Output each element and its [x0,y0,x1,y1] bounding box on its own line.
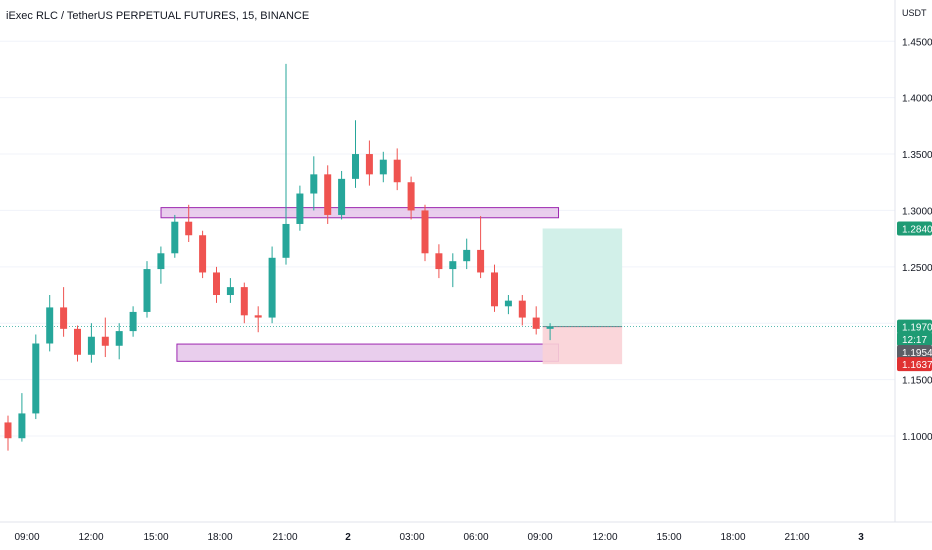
candle-body [18,413,26,439]
price-label: 1.1954 [902,348,932,359]
price-label-badge [897,344,932,359]
candle-body [407,182,415,211]
candle-body [477,249,485,273]
price-label-badge [897,221,932,236]
candle-body [87,336,95,355]
support-zone[interactable] [176,343,560,362]
candle-body [282,223,290,258]
candle-body [296,193,304,224]
x-tick-label: 09:00 [14,532,39,543]
candle-body [157,253,165,270]
y-tick-label: 1.2500 [902,263,932,274]
candle-body [199,235,207,273]
x-tick-label: 18:00 [207,532,232,543]
x-tick-label: 03:00 [399,532,424,543]
candle-body [518,300,526,318]
x-tick-label: 06:00 [463,532,488,543]
candle-body [143,269,151,312]
candle-body [46,307,54,344]
y-tick-label: 1.3000 [902,206,932,217]
price-label-badge [897,319,932,334]
candle-body [504,300,512,307]
price-label-badge [897,331,932,346]
x-tick-label: 3 [858,532,864,543]
resistance-zone[interactable] [160,207,560,219]
candle-body [240,287,248,316]
x-tick-label: 18:00 [720,532,745,543]
candle-body [324,174,332,215]
candle-body [185,221,193,236]
candle-body [60,307,68,329]
candle-body [171,221,179,254]
candle-body [129,311,137,332]
candle-body [213,272,220,296]
y-tick-label: 1.1500 [902,376,932,387]
y-tick-label: 1.3500 [902,150,932,161]
y-tick-label: 1.4500 [902,37,932,48]
candle-body [491,272,498,307]
x-tick-label: 2 [345,532,351,543]
price-label: 1.2840 [902,224,932,235]
candle-body [546,326,554,329]
x-tick-label: 15:00 [143,532,168,543]
y-tick-label: 1.4000 [902,94,932,105]
candle-body [435,253,443,270]
price-axis-unit: USDT [902,8,927,18]
candle-body [463,249,471,262]
candle-body [449,261,457,270]
candle-body [379,159,387,175]
candle-body [32,343,40,414]
candle-body [74,328,81,355]
x-tick-label: 15:00 [656,532,681,543]
x-tick-label: 12:00 [78,532,103,543]
chart-title: iExec RLC / TetherUS PERPETUAL FUTURES, … [6,10,310,22]
price-label: 12:17 [902,335,927,346]
candle-body [4,422,12,439]
price-label: 1.1970 [902,323,932,334]
price-label: 1.1637 [902,360,932,371]
candle-body [101,336,109,346]
x-tick-label: 12:00 [592,532,617,543]
candle-body [421,210,429,254]
y-tick-label: 1.1000 [902,432,932,443]
candle-body [338,178,346,215]
candle-body [352,154,359,179]
x-tick-label: 09:00 [527,532,552,543]
price-label-badge [897,357,932,372]
x-tick-label: 21:00 [272,532,297,543]
candle-body [254,315,262,318]
candle-body [310,174,318,194]
candle-body [365,154,373,175]
candle-body [226,287,234,296]
position-target-area[interactable] [542,228,623,327]
candle-body [268,257,276,318]
position-stop-area[interactable] [542,326,623,365]
candle-body [115,331,123,346]
candle-body [532,317,540,329]
x-tick-label: 21:00 [784,532,809,543]
candle-body [393,159,401,183]
